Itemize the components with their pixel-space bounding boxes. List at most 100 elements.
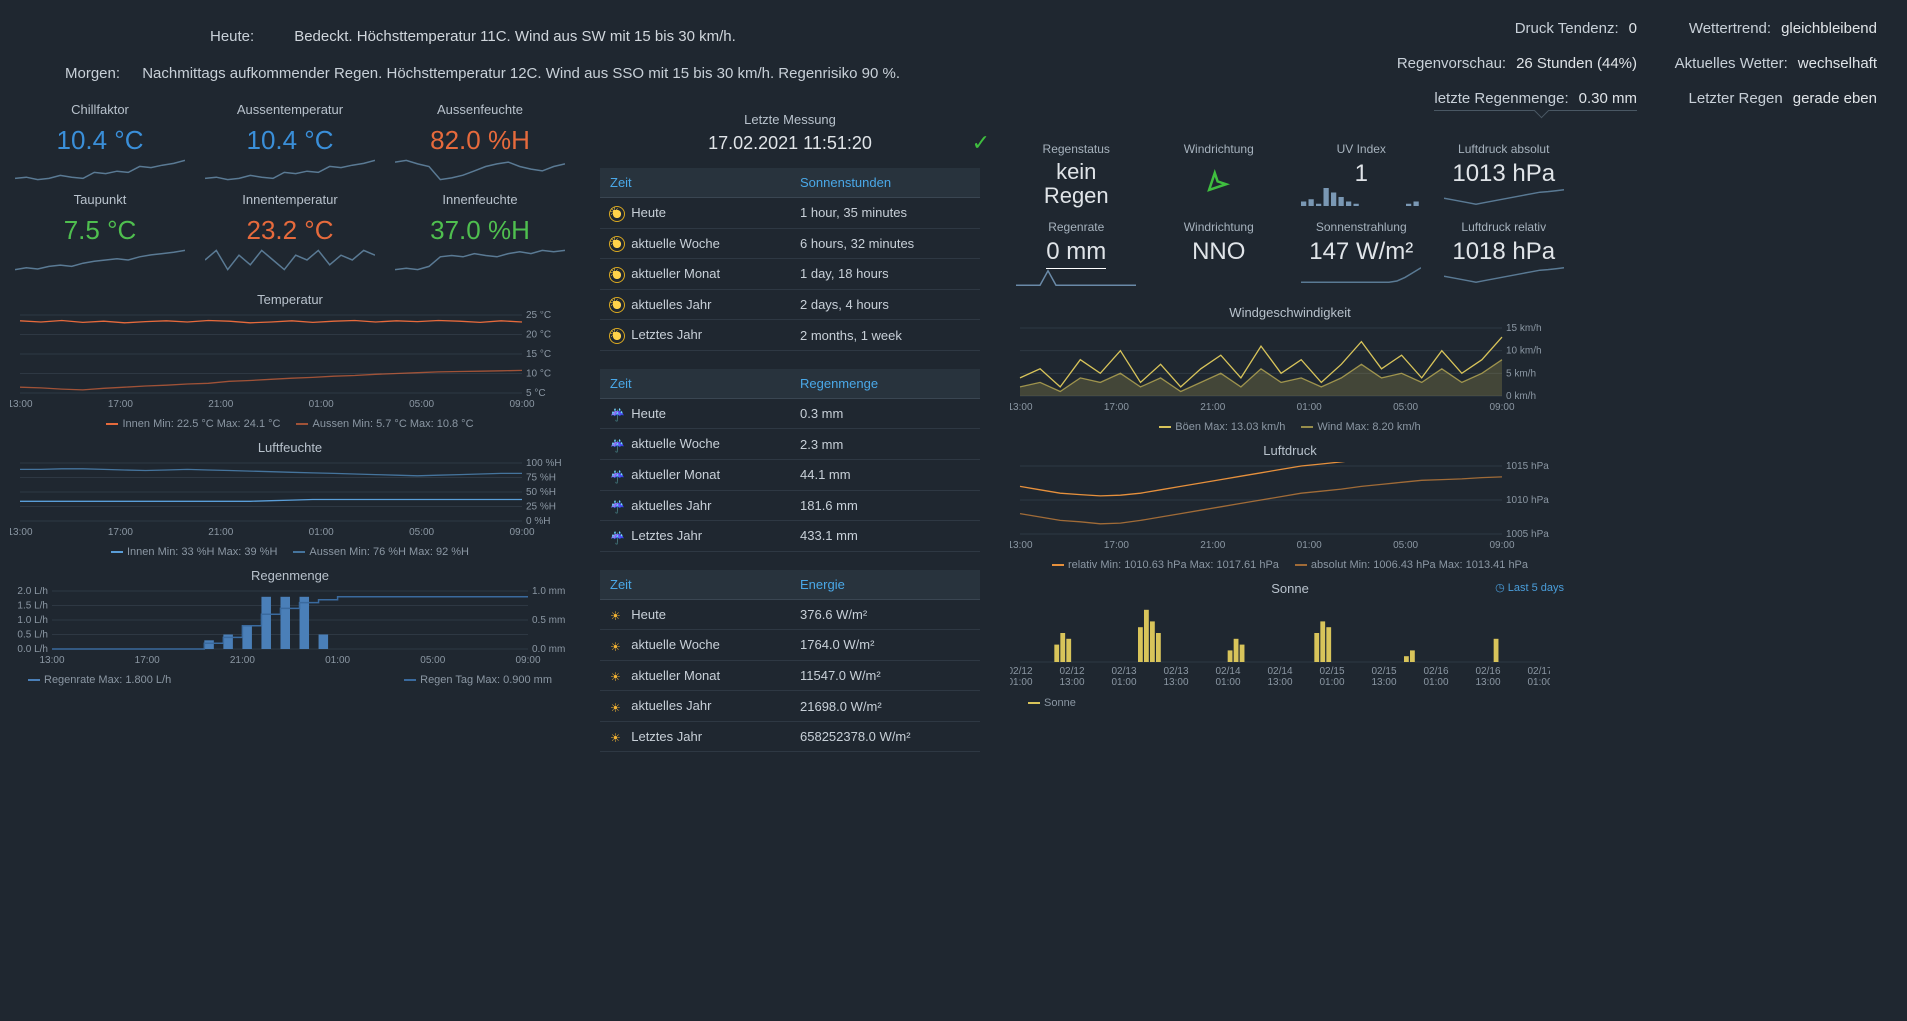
svg-text:01:00: 01:00 — [1423, 677, 1448, 688]
metric-sparkline — [390, 248, 570, 274]
table-row[interactable]: aktueller Monat 44.1 mm — [600, 459, 980, 490]
svg-text:02/14: 02/14 — [1215, 666, 1240, 677]
table-row[interactable]: aktueller Monat 1 day, 18 hours — [600, 259, 980, 290]
last-5-days-link[interactable]: Last 5 days — [1495, 581, 1564, 594]
row-label: aktuelles Jahr — [631, 297, 711, 312]
table-header[interactable]: Zeit — [600, 570, 790, 600]
svg-text:1.0 L/h: 1.0 L/h — [17, 615, 48, 626]
svg-text:05:00: 05:00 — [1393, 540, 1418, 551]
current-weather-label: Aktuelles Wetter: — [1675, 55, 1788, 72]
check-icon: ✓ — [972, 130, 990, 156]
metric-sonnenstrahlung-6[interactable]: Sonnenstrahlung147 W/m² — [1295, 220, 1428, 291]
svg-text:21:00: 21:00 — [1200, 402, 1225, 413]
table-row[interactable]: Heute 1 hour, 35 minutes — [600, 198, 980, 229]
table-row[interactable]: aktuelle Woche 6 hours, 32 minutes — [600, 228, 980, 259]
energy-icon — [610, 669, 624, 683]
last-rain-label: Letzter Regen — [1689, 90, 1783, 107]
row-label: aktuelle Woche — [631, 236, 720, 251]
metric-title: Sonnenstrahlung — [1295, 220, 1428, 234]
table-row[interactable]: Letztes Jahr 658252378.0 W/m² — [600, 721, 980, 752]
metric-regenrate-4[interactable]: Regenrate0 mm — [1010, 220, 1143, 291]
weather-trend-label: Wettertrend: — [1689, 20, 1771, 37]
forecast-tomorrow-label: Morgen: — [65, 65, 120, 82]
metric-innentemperatur[interactable]: Innentemperatur 23.2 °C — [200, 192, 380, 274]
row-label: Letztes Jahr — [631, 729, 702, 744]
table-header[interactable]: Energie — [790, 570, 980, 600]
metric-aussenfeuchte[interactable]: Aussenfeuchte 82.0 %H — [390, 102, 570, 184]
sun-icon — [610, 298, 624, 312]
metric-value: NNO — [1153, 238, 1286, 266]
table-row[interactable]: aktueller Monat 11547.0 W/m² — [600, 660, 980, 691]
row-value: 1764.0 W/m² — [790, 630, 980, 661]
table-sun: ZeitSonnenstunden Heute 1 hour, 35 minut… — [600, 168, 980, 351]
chart-canvas[interactable]: 0.0 L/h0.5 L/h1.0 L/h1.5 L/h2.0 L/h0.0 m… — [10, 587, 570, 670]
svg-text:10 °C: 10 °C — [526, 369, 551, 380]
pressure-trend-value: 0 — [1629, 20, 1637, 37]
timestamp-value: 17.02.2021 11:51:20 — [600, 133, 980, 154]
row-label: Letztes Jahr — [631, 528, 702, 543]
energy-icon — [610, 608, 624, 622]
metric-chillfaktor[interactable]: Chillfaktor 10.4 °C — [10, 102, 190, 184]
metric-value: keinRegen — [1010, 160, 1143, 208]
row-label: aktuelle Woche — [631, 436, 720, 451]
table-row[interactable]: Letztes Jahr 433.1 mm — [600, 521, 980, 552]
table-header[interactable]: Zeit — [600, 168, 790, 198]
metric-aussentemperatur[interactable]: Aussentemperatur 10.4 °C — [200, 102, 380, 184]
svg-text:17:00: 17:00 — [108, 527, 133, 538]
metric-title: Aussentemperatur — [200, 102, 380, 117]
table-row[interactable]: Heute 376.6 W/m² — [600, 599, 980, 630]
table-row[interactable]: aktuelles Jahr 21698.0 W/m² — [600, 691, 980, 722]
table-header[interactable]: Sonnenstunden — [790, 168, 980, 198]
metric-value: 1013 hPa — [1438, 160, 1571, 188]
metric-uv-index-2[interactable]: UV Index1 — [1295, 142, 1428, 210]
metric-sparkline — [1010, 269, 1143, 291]
svg-text:13:00: 13:00 — [1163, 677, 1188, 688]
svg-text:1.0 mm: 1.0 mm — [532, 587, 565, 597]
metric-luftdruck-relativ-7[interactable]: Luftdruck relativ 1018 hPa — [1438, 220, 1571, 291]
svg-text:02/14: 02/14 — [1267, 666, 1292, 677]
table-header[interactable]: Regenmenge — [790, 369, 980, 399]
chart-canvas[interactable]: 02/1201:0002/1213:0002/1301:0002/1313:00… — [1010, 600, 1570, 693]
metric-value: 23.2 °C — [200, 215, 380, 246]
table-rain: ZeitRegenmenge Heute 0.3 mm aktuelle Woc… — [600, 369, 980, 552]
metric-innenfeuchte[interactable]: Innenfeuchte 37.0 %H — [390, 192, 570, 274]
right-column: RegenstatuskeinRegenWindrichtungUV Index… — [1010, 102, 1570, 1013]
svg-text:0.5 L/h: 0.5 L/h — [17, 630, 48, 641]
table-row[interactable]: Letztes Jahr 2 months, 1 week — [600, 320, 980, 351]
svg-text:01:00: 01:00 — [1111, 677, 1136, 688]
svg-text:13:00: 13:00 — [1267, 677, 1292, 688]
svg-text:09:00: 09:00 — [1489, 402, 1514, 413]
metric-value: 10.4 °C — [10, 125, 190, 156]
metric-regenstatus-0[interactable]: RegenstatuskeinRegen — [1010, 142, 1143, 210]
chart-canvas[interactable]: 1005 hPa1010 hPa1015 hPa13:0017:0021:000… — [1010, 462, 1570, 555]
svg-text:09:00: 09:00 — [1489, 540, 1514, 551]
last-rain-value: gerade eben — [1793, 90, 1877, 107]
metric-taupunkt[interactable]: Taupunkt 7.5 °C — [10, 192, 190, 274]
last-rain-amount-label: letzte Regenmenge: — [1434, 90, 1568, 107]
metric-windrichtung-5[interactable]: WindrichtungNNO — [1153, 220, 1286, 291]
table-header[interactable]: Zeit — [600, 369, 790, 399]
rain-icon — [610, 499, 624, 513]
table-row[interactable]: aktuelles Jahr 2 days, 4 hours — [600, 289, 980, 320]
table-row[interactable]: aktuelle Woche 2.3 mm — [600, 429, 980, 460]
table-row[interactable]: aktuelles Jahr 181.6 mm — [600, 490, 980, 521]
svg-text:09:00: 09:00 — [515, 655, 540, 666]
metric-windrichtung-1[interactable]: Windrichtung — [1153, 142, 1286, 210]
chart-title: Regenmenge — [10, 568, 570, 583]
chart-canvas[interactable]: 0 km/h5 km/h10 km/h15 km/h13:0017:0021:0… — [1010, 324, 1570, 417]
metric-luftdruck-absolut-3[interactable]: Luftdruck absolut1013 hPa — [1438, 142, 1571, 210]
metric-title: Taupunkt — [10, 192, 190, 207]
chart-canvas[interactable]: 0 %H25 %H50 %H75 %H100 %H13:0017:0021:00… — [10, 459, 570, 542]
metric-title: Innentemperatur — [200, 192, 380, 207]
svg-text:13:00: 13:00 — [10, 399, 33, 410]
metric-value: 1 — [1295, 160, 1428, 188]
chart-canvas[interactable]: 5 °C10 °C15 °C20 °C25 °C13:0017:0021:000… — [10, 311, 570, 414]
svg-text:02/17: 02/17 — [1527, 666, 1550, 677]
forecast-tomorrow-text: Nachmittags aufkommender Regen. Höchstte… — [142, 65, 900, 82]
table-row[interactable]: Heute 0.3 mm — [600, 398, 980, 429]
metric-title: Luftdruck relativ — [1438, 220, 1571, 234]
table-row[interactable]: aktuelle Woche 1764.0 W/m² — [600, 630, 980, 661]
metric-value: 1018 hPa — [1438, 238, 1571, 266]
table-energy: ZeitEnergie Heute 376.6 W/m² aktuelle Wo… — [600, 570, 980, 753]
sun-icon — [610, 207, 624, 221]
